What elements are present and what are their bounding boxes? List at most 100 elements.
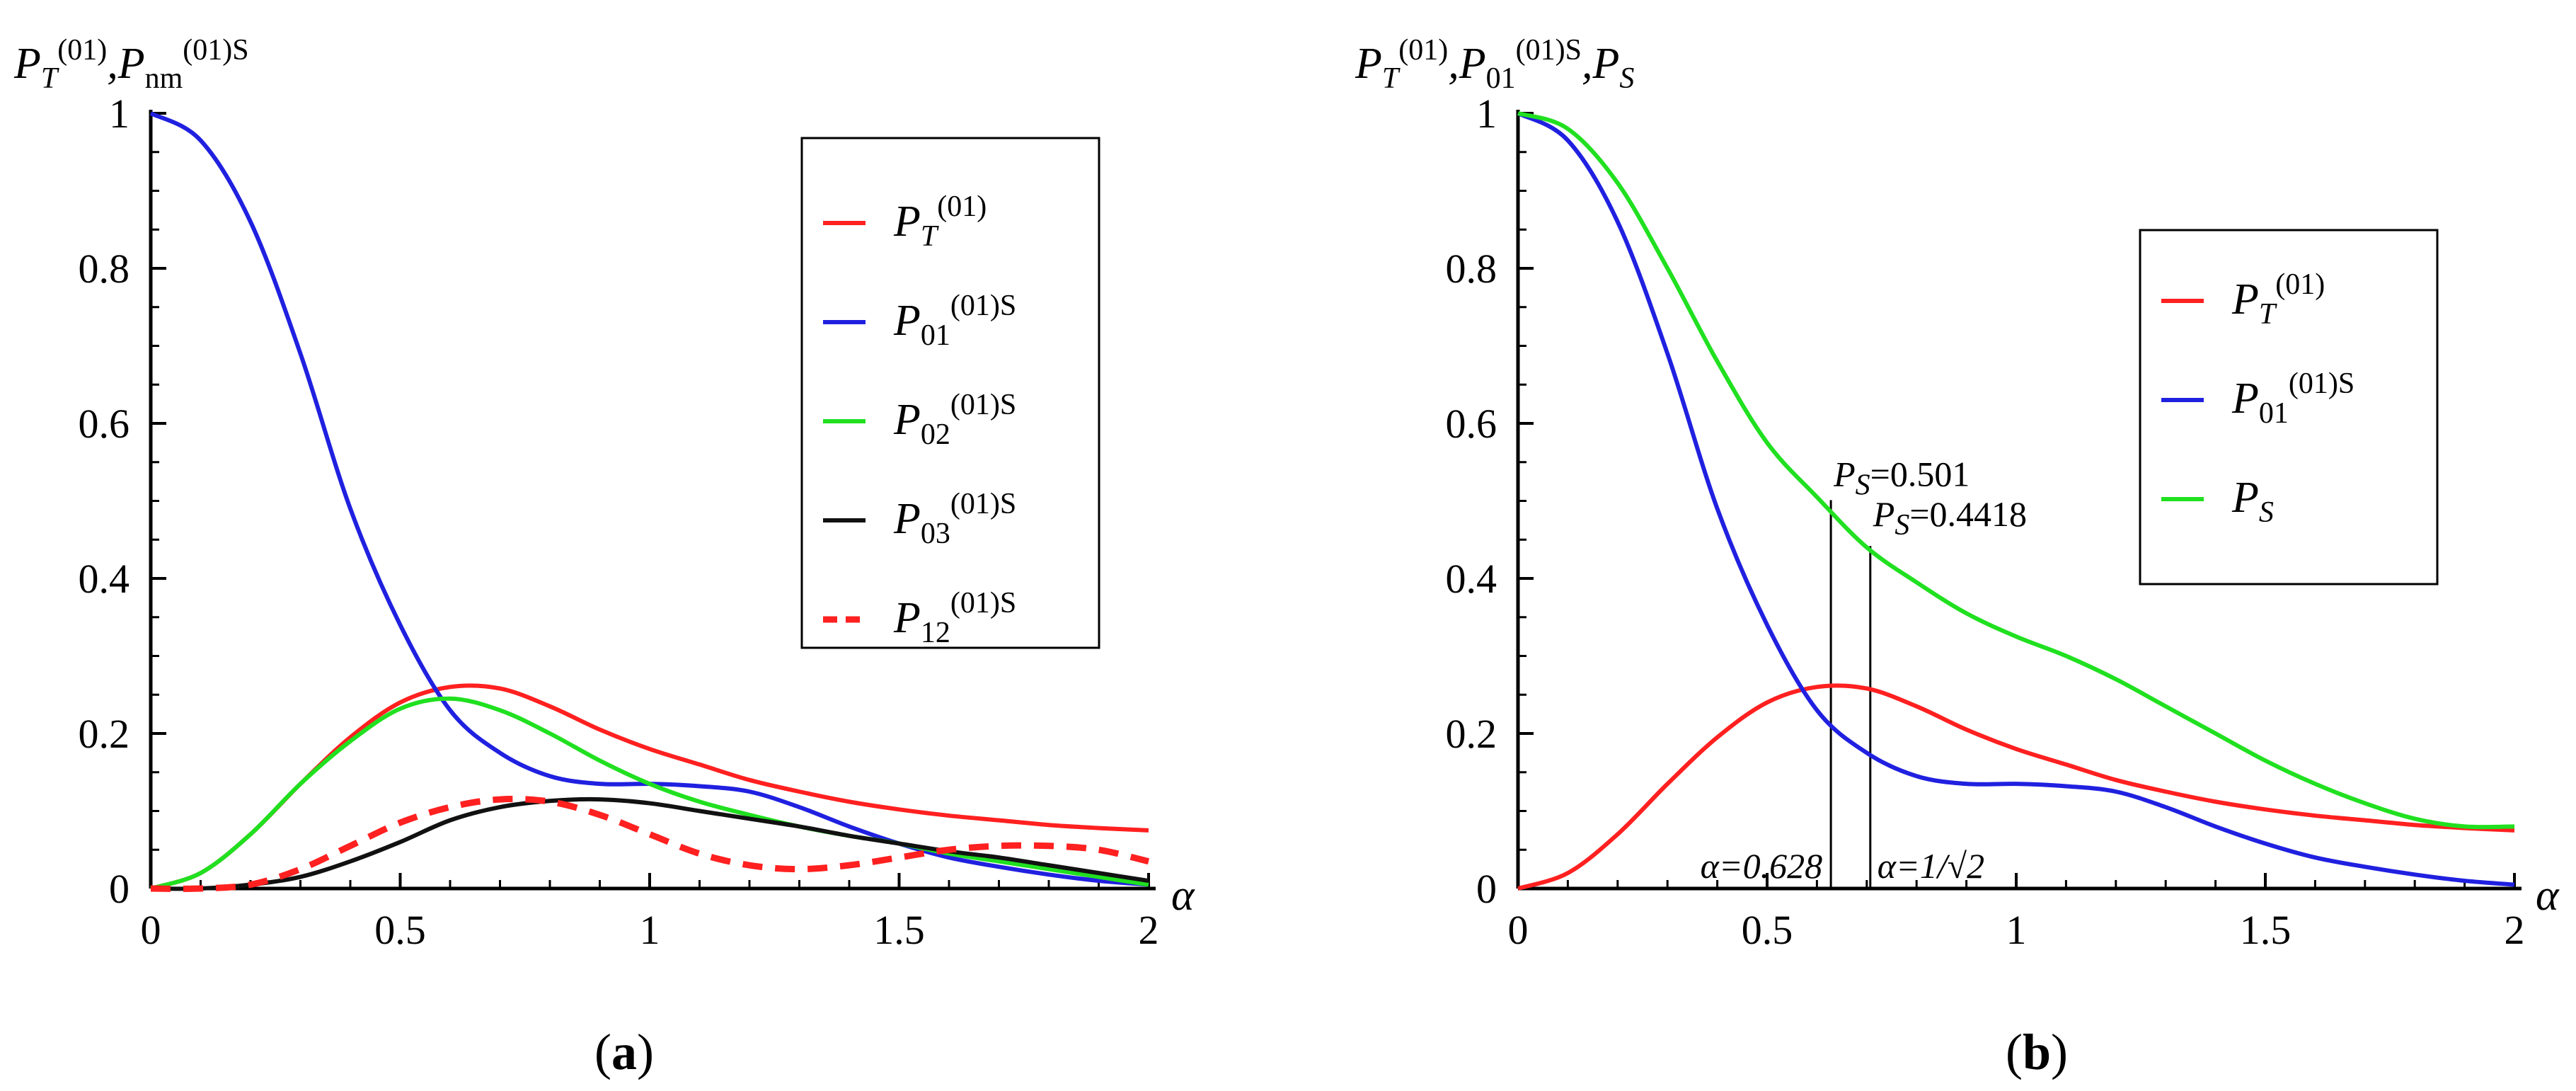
- ylabel-sub: 01: [1486, 62, 1516, 95]
- y-tick-label: 0.4: [79, 556, 130, 602]
- annotation-sub: S: [1856, 469, 1870, 501]
- annotation-alpha-label: α=1/√2: [1878, 846, 1984, 886]
- annotation-value: =0.4418: [1909, 494, 2027, 534]
- caption-close: ): [637, 1024, 654, 1080]
- x-tick-label: 0.5: [1742, 907, 1793, 953]
- y-axis-label: PT(01),Pnm(01)S: [13, 34, 249, 95]
- series-line-P01: [1517, 111, 2515, 887]
- legend-sub: 03: [921, 518, 950, 550]
- x-tick-label: 1: [2006, 907, 2027, 953]
- ylabel-p: P: [117, 40, 145, 88]
- annotation-p: P: [1833, 454, 1856, 493]
- x-tick-label: 2: [2505, 907, 2525, 953]
- y-tick-label: 0.6: [79, 401, 130, 447]
- legend-sup: (01)S: [950, 587, 1016, 619]
- caption-open: (: [594, 1024, 611, 1080]
- legend-sub: 02: [921, 418, 950, 451]
- legend-sub: 01: [2259, 397, 2289, 430]
- ylabel-sup: (01): [57, 34, 107, 67]
- y-axis-label: PT(01),P01(01)S,PS: [1355, 34, 1634, 95]
- legend-sup: (01)S: [950, 488, 1016, 520]
- chart-panel-a: 0 0.5 1 1.5 200.20.40.60.81PT(01),Pnm(01)SαP…: [13, 34, 1195, 1080]
- caption-close: ): [2051, 1024, 2068, 1080]
- ylabel-sep: ,: [107, 40, 118, 88]
- ylabel-p: P: [13, 40, 41, 88]
- legend-sup: (01)S: [2289, 367, 2354, 400]
- legend-p: P: [2231, 375, 2259, 423]
- ylabel-sep: ,: [1448, 40, 1459, 88]
- legend-label-P01: P01(01)S: [893, 290, 1016, 352]
- y-tick-label: 0.2: [1446, 711, 1497, 757]
- legend-p: P: [893, 396, 921, 444]
- legend-sup: (01): [2275, 268, 2325, 301]
- legend-p: P: [893, 198, 921, 246]
- legend-label-PS: PS: [2231, 474, 2274, 529]
- ylabel-sub: S: [1619, 62, 1634, 95]
- series-line-P03: [150, 796, 1149, 891]
- x-tick-label: 1.5: [2240, 907, 2292, 953]
- x-tick-label: 0: [1508, 907, 1529, 953]
- legend-label-P02: P02(01)S: [893, 389, 1016, 451]
- y-tick-label: 0.8: [1446, 246, 1497, 292]
- legend-box: [2139, 229, 2439, 586]
- y-tick-label: 0.4: [1446, 556, 1497, 602]
- x-tick-label: 2: [1139, 907, 1159, 953]
- ylabel-sep: ,: [1582, 40, 1593, 88]
- x-tick-label: 0: [141, 907, 161, 953]
- caption-open: (: [2006, 1024, 2023, 1080]
- y-tick-label: 0: [1476, 866, 1497, 912]
- series-line-PT: [1517, 683, 2515, 891]
- x-tick-label: 1: [640, 907, 660, 953]
- x-tick-label: 1.5: [873, 907, 925, 953]
- legend-sup: (01)S: [950, 389, 1016, 421]
- ylabel-sub: T: [41, 62, 59, 95]
- series-line-P12: [150, 796, 1150, 892]
- ylabel-sup: (01): [1398, 34, 1448, 67]
- chart-panel-b: 0 0.5 1 1.5 200.20.40.60.81PT(01),P01(01)S,P…: [1355, 34, 2560, 1080]
- legend-label-PT: PT(01): [893, 190, 987, 253]
- legend-label-P12: P12(01)S: [893, 587, 1016, 649]
- y-tick-label: 1: [109, 91, 130, 137]
- panel-caption: (a): [594, 1024, 654, 1080]
- ylabel-p: P: [1592, 40, 1619, 88]
- series-line-P01: [149, 111, 1149, 887]
- legend-label-P03: P03(01)S: [893, 488, 1016, 550]
- legend-sub: 12: [921, 617, 950, 649]
- caption-letter: b: [2023, 1024, 2051, 1080]
- legend-p: P: [2231, 474, 2259, 522]
- annotation-value-label: PS=0.4418: [1873, 494, 2027, 542]
- legend-p: P: [2231, 275, 2259, 324]
- legend: PT(01)P01(01)SPS: [2139, 229, 2439, 586]
- legend-sup: (01)S: [950, 290, 1016, 322]
- x-axis-label: α: [2536, 872, 2560, 920]
- ylabel-sub: nm: [145, 62, 183, 95]
- y-tick-label: 0.6: [1446, 401, 1497, 447]
- legend-p: P: [893, 594, 921, 642]
- ylabel-sup: (01)S: [183, 34, 248, 67]
- annotation-value: =0.501: [1870, 454, 1970, 493]
- annotation-sub: S: [1894, 509, 1909, 542]
- x-axis-label: α: [1171, 872, 1195, 920]
- legend-sub: 01: [921, 319, 950, 352]
- legend-sub: T: [2259, 298, 2277, 331]
- legend-sub: T: [921, 220, 939, 253]
- annotation-alpha-label: α=0.628: [1701, 846, 1823, 886]
- y-tick-label: 0: [109, 866, 130, 912]
- x-tick-label: 0.5: [374, 907, 426, 953]
- legend-sup: (01): [937, 190, 987, 223]
- caption-letter: a: [611, 1024, 637, 1080]
- annotation-p: P: [1873, 494, 1895, 534]
- series-line-PS: [1517, 111, 2515, 830]
- panel-caption: (b): [2006, 1024, 2068, 1080]
- annotation-value-label: PS=0.501: [1833, 454, 1970, 501]
- ylabel-p: P: [1459, 40, 1486, 88]
- legend-label-P01: P01(01)S: [2231, 367, 2354, 430]
- series-line-P02: [150, 696, 1149, 891]
- legend-label-PT: PT(01): [2231, 268, 2325, 331]
- ylabel-sup: (01)S: [1516, 34, 1582, 67]
- y-tick-label: 0.2: [79, 711, 130, 757]
- y-tick-label: 0.8: [79, 246, 130, 292]
- legend-p: P: [893, 495, 921, 543]
